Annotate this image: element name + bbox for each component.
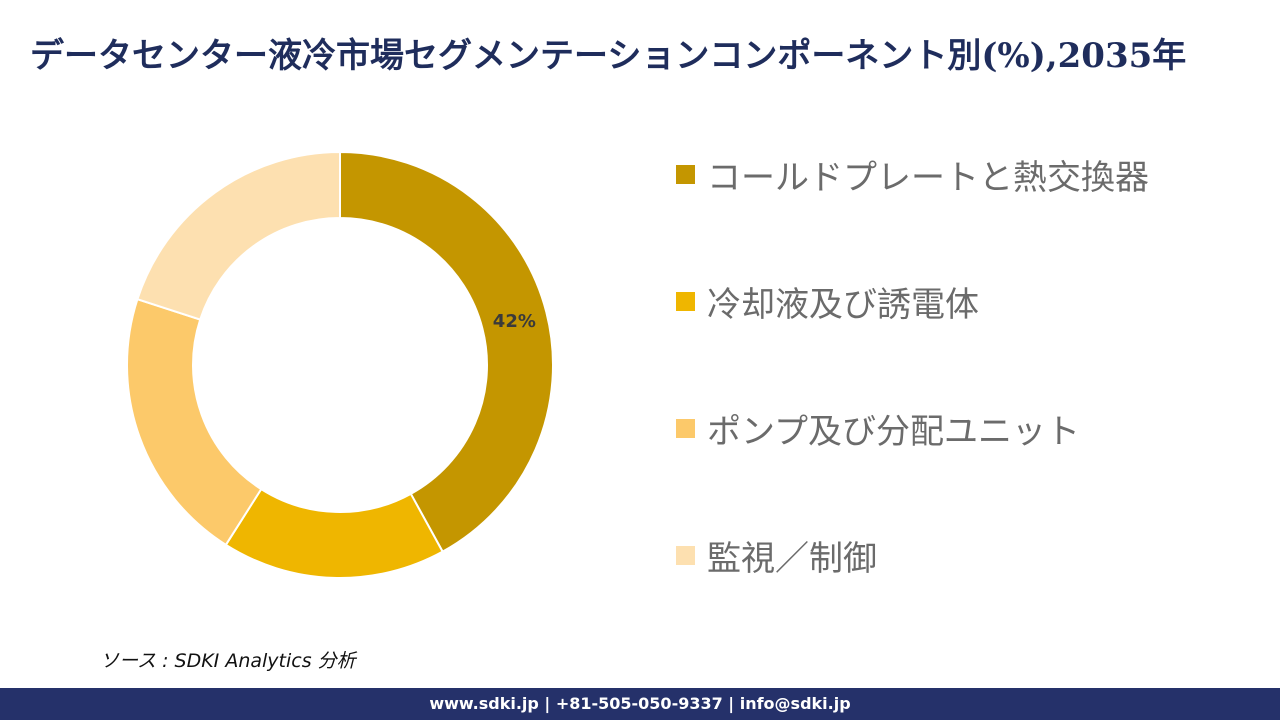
donut-slice-3 (126, 297, 263, 547)
legend-swatch (676, 165, 695, 184)
donut-slice-2 (224, 487, 444, 579)
legend-swatch (676, 546, 695, 565)
legend-item-2: 冷却液及び誘電体 (676, 277, 979, 326)
legend-item-3: ポンプ及び分配ユニット (676, 404, 1080, 453)
legend-label: 冷却液及び誘電体 (707, 285, 979, 325)
chart-title: データセンター液冷市場セグメンテーションコンポーネント別(%),2035年 (30, 36, 1187, 76)
donut-slice-4 (136, 150, 341, 321)
legend-label: 監視／制御 (707, 539, 877, 579)
legend-swatch (676, 292, 695, 311)
footer-contact-bar: www.sdki.jp | +81-505-050-9337 | info@sd… (0, 688, 1280, 720)
legend-item-1: コールドプレートと熱交換器 (676, 150, 1149, 199)
source-note: ソース : SDKI Analytics 分析 (100, 650, 356, 672)
legend-item-4: 監視／制御 (676, 531, 877, 580)
legend-label: ポンプ及び分配ユニット (707, 412, 1080, 452)
legend-label: コールドプレートと熱交換器 (707, 158, 1149, 198)
donut-slice-1 (339, 150, 554, 554)
data-label-1: 42% (493, 311, 536, 332)
legend-swatch (676, 419, 695, 438)
